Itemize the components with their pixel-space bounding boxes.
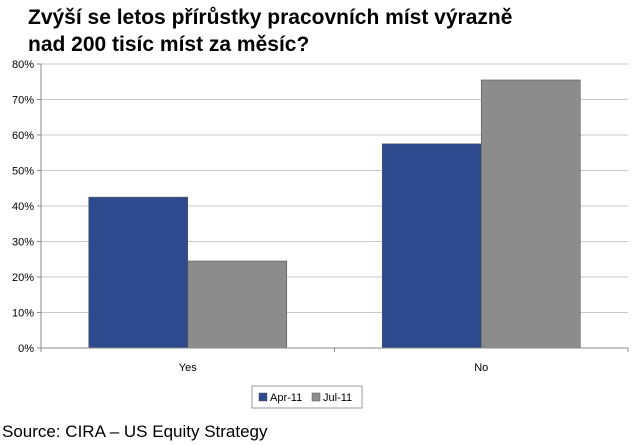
y-tick-label: 50%	[12, 166, 34, 178]
bar-yes-apr-11	[88, 196, 189, 349]
bar-yes-jul-11	[187, 260, 288, 349]
y-tick-label: 30%	[12, 237, 34, 249]
x-tick-label: No	[474, 362, 488, 374]
y-tick-label: 40%	[12, 201, 34, 213]
bar-no-apr-11	[381, 143, 482, 349]
legend-swatch-apr-11	[258, 392, 268, 402]
y-tick-label: 20%	[12, 272, 34, 284]
y-tick-label: 70%	[12, 95, 34, 107]
legend-box	[251, 385, 363, 409]
chart-title: Zvýší se letos přírůstky pracovních míst…	[28, 4, 628, 58]
x-tick-label: Yes	[179, 362, 197, 374]
source-note: Source: CIRA – US Equity Strategy	[2, 422, 268, 441]
legend-label-apr-11: Apr-11	[270, 392, 302, 404]
y-tick-label: 0%	[18, 343, 34, 355]
bar-no-jul-11	[480, 79, 581, 349]
chart-title-line-2: nad 200 tisíc míst za měsíc?	[28, 33, 310, 56]
y-tick-label: 60%	[12, 130, 34, 142]
legend-label-jul-11: Jul-11	[323, 392, 352, 404]
y-tick-label: 10%	[12, 308, 34, 320]
y-tick-label: 80%	[12, 59, 34, 71]
legend-swatch-jul-11	[311, 392, 321, 402]
chart-title-line-1: Zvýší se letos přírůstky pracovních míst…	[28, 6, 513, 29]
legend: Apr-11 Jul-11	[251, 385, 363, 409]
